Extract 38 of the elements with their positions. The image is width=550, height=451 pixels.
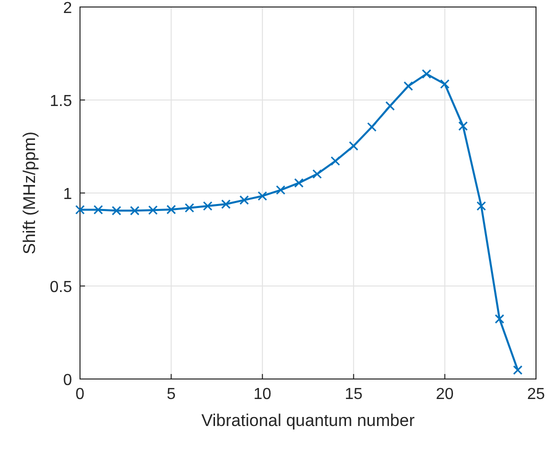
point	[476, 201, 486, 211]
x-tick-label: 10	[254, 386, 272, 403]
y-tick-label: 2	[63, 0, 72, 17]
x-tick-label: 0	[76, 386, 85, 403]
point	[348, 141, 358, 151]
point	[184, 203, 194, 213]
point	[112, 206, 122, 216]
y-tick-label: 1.5	[50, 93, 72, 110]
point	[258, 191, 268, 201]
y-axis-title: Shift (MHz/ppm)	[20, 132, 39, 254]
point	[93, 204, 103, 214]
point	[239, 195, 249, 205]
point	[404, 81, 414, 91]
point	[75, 204, 85, 214]
x-tick-label: 15	[344, 386, 363, 403]
point	[312, 169, 322, 179]
x-tick-label: 5	[166, 386, 176, 403]
point	[513, 365, 523, 375]
point	[221, 199, 231, 209]
x-tick-label: 25	[527, 386, 545, 403]
point	[330, 156, 340, 166]
point	[276, 185, 286, 195]
y-tick-label: 0.5	[50, 279, 72, 296]
x-axis-title: Vibrational quantum number	[201, 411, 415, 430]
point	[494, 314, 504, 324]
x-tick-label: 20	[436, 386, 454, 403]
y-tick-label: 1	[63, 186, 72, 203]
point	[458, 121, 468, 131]
point	[148, 205, 158, 215]
point	[385, 101, 395, 111]
point	[294, 178, 304, 188]
point	[422, 69, 432, 79]
point	[166, 204, 176, 214]
y-tick-label: 0	[63, 372, 72, 389]
point	[202, 201, 212, 211]
point	[440, 79, 450, 89]
point	[367, 122, 377, 132]
point	[130, 206, 140, 216]
